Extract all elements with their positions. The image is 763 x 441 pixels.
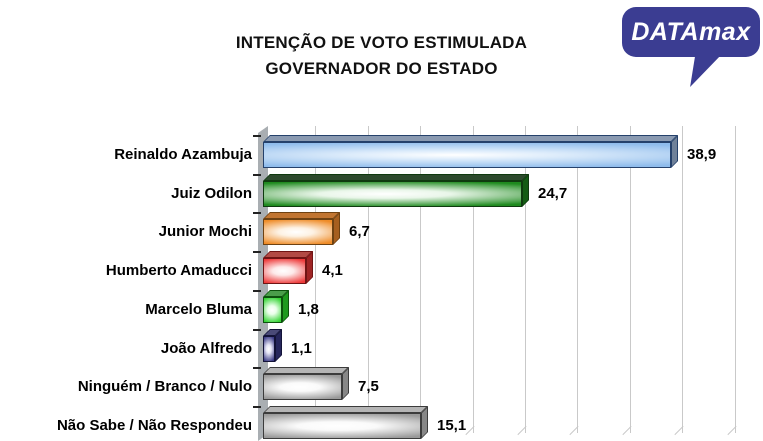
gridline (577, 126, 579, 433)
category-label: Marcelo Bluma (145, 300, 252, 318)
bar-top-face (263, 212, 340, 220)
value-label: 6,7 (349, 223, 370, 241)
axis-tick (253, 173, 261, 176)
value-label: 15,1 (437, 416, 467, 434)
bar-side-face (522, 173, 529, 207)
value-label: 24,7 (538, 184, 568, 202)
axis-tick (253, 251, 261, 254)
bar (263, 289, 289, 323)
bar-side-face (671, 135, 678, 168)
gridline (525, 126, 526, 433)
bar (263, 328, 282, 362)
category-label: João Alfredo (160, 339, 252, 357)
axis-tick (253, 212, 261, 215)
gridline (472, 126, 474, 433)
bar-side-face (342, 367, 349, 401)
bar-top-face (263, 405, 428, 413)
axis-tick (253, 405, 261, 408)
category-label: Reinaldo Azambuja (114, 146, 252, 163)
value-label: 4,1 (322, 262, 343, 280)
value-label: 1,8 (298, 300, 319, 318)
bar-top-face (263, 173, 529, 181)
axis-tick (253, 135, 261, 137)
category-label: Não Sabe / Não Respondeu (56, 416, 252, 434)
bar-top-face (263, 135, 678, 142)
bar (263, 173, 529, 207)
bar-front-face (263, 335, 275, 362)
axis-tick (253, 328, 261, 331)
gridline (420, 126, 422, 433)
bar-top-face (263, 367, 349, 375)
gridline (734, 126, 736, 433)
datamax-logo: DATAmax (622, 7, 763, 87)
bar-side-face (306, 251, 313, 285)
bar-front-face (263, 258, 306, 285)
category-label: Ninguém / Branco / Nulo (77, 378, 252, 396)
value-label: 7,5 (358, 378, 379, 396)
bar-side-face (282, 289, 289, 323)
bar-front-face (263, 296, 282, 323)
value-label: 38,9 (687, 146, 717, 163)
bar-side-face (421, 405, 428, 439)
category-label: Juiz Odilon (171, 184, 252, 202)
value-label: 1,1 (291, 339, 312, 357)
axis-tick (253, 367, 261, 370)
logo-text: DATAmax (631, 17, 751, 46)
bar (263, 251, 313, 285)
axis-tick (253, 289, 261, 292)
gridline (367, 126, 369, 433)
bar-front-face (263, 219, 333, 246)
bar (263, 367, 349, 401)
bar-front-face (263, 142, 671, 168)
logo-speech-bubble: DATAmax (622, 7, 760, 57)
category-label: Junior Mochi (158, 223, 252, 241)
gridline (315, 126, 317, 433)
chart-title: INTENÇÃO DE VOTO ESTIMULADA GOVERNADOR D… (0, 30, 763, 82)
category-label: Humberto Amaducci (105, 262, 252, 280)
bar (263, 212, 340, 246)
gridline (682, 126, 684, 433)
bar-side-face (275, 328, 282, 362)
bar-front-face (263, 180, 522, 207)
bar-front-face (263, 412, 421, 439)
bar-side-face (333, 212, 340, 246)
gridline (629, 126, 631, 433)
title-line-2: GOVERNADOR DO ESTADO (265, 59, 498, 78)
title-line-1: INTENÇÃO DE VOTO ESTIMULADA (235, 33, 528, 52)
bar (263, 405, 428, 439)
bar (263, 135, 678, 168)
bar-front-face (263, 374, 342, 401)
